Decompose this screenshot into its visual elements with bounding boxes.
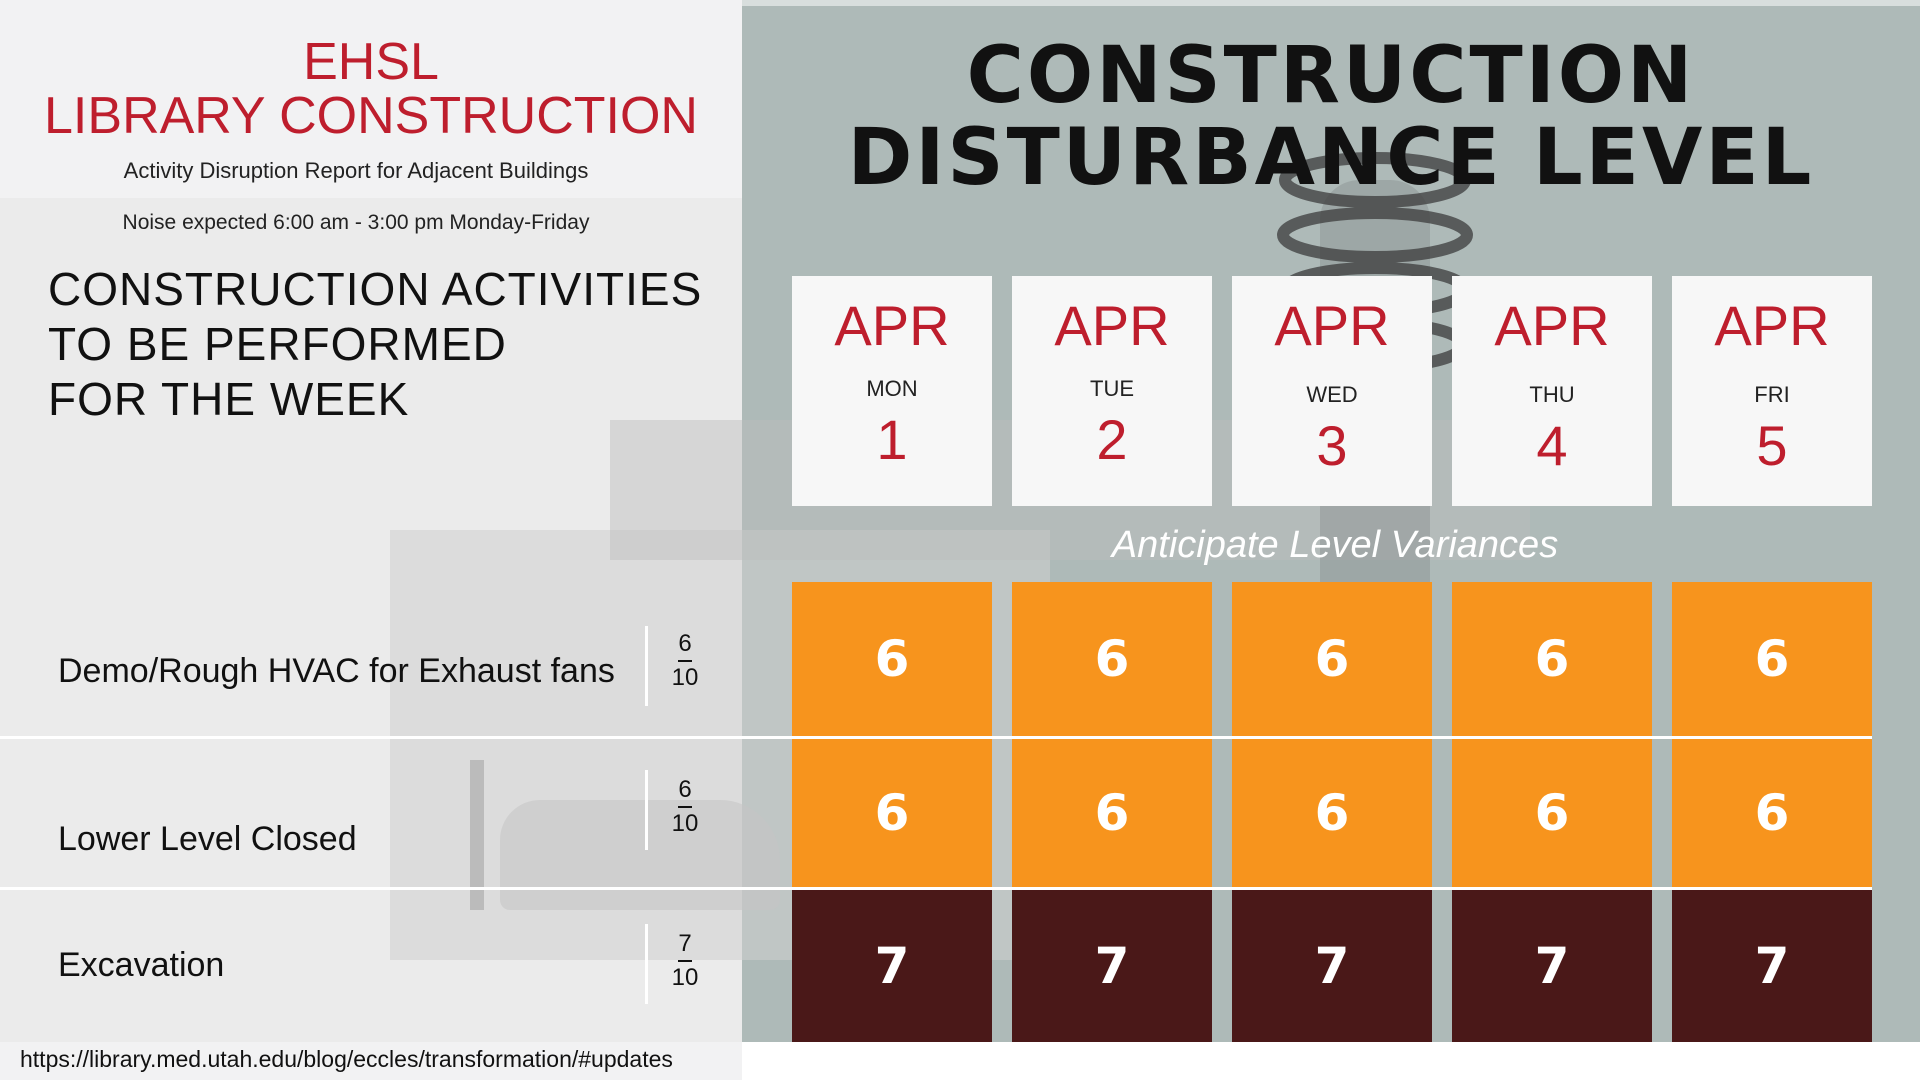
page-title: CONSTRUCTION	[966, 31, 1696, 121]
date-weekday: TUE	[1090, 376, 1134, 401]
activity-label: Lower Level Closed	[58, 820, 357, 858]
date-weekday: FRI	[1754, 382, 1790, 407]
activity-level: 6	[678, 776, 692, 803]
brand-title: EHSL	[303, 33, 439, 91]
level-cell: 6	[1232, 739, 1432, 887]
date-weekday: THU	[1529, 382, 1575, 407]
activities-heading-line: CONSTRUCTION ACTIVITIES	[48, 263, 703, 315]
date-number: 2	[1096, 408, 1128, 471]
level-cell: 6	[1012, 739, 1212, 887]
date-card-thu: APR THU 4	[1452, 276, 1652, 506]
level-cell: 6	[1672, 582, 1872, 736]
row-divider	[0, 887, 1872, 890]
bottom-strip	[742, 1042, 1920, 1080]
level-cell: 7	[1012, 890, 1212, 1042]
date-number: 5	[1756, 414, 1788, 477]
report-subtitle: Activity Disruption Report for Adjacent …	[123, 158, 589, 183]
activities-heading-line: TO BE PERFORMED	[48, 318, 507, 370]
date-month: APR	[1054, 294, 1170, 357]
activity-scale: 10	[671, 810, 699, 837]
date-month: APR	[834, 294, 950, 357]
level-cell: 6	[792, 739, 992, 887]
divider	[645, 626, 648, 706]
divider	[645, 770, 648, 850]
header-panel	[0, 0, 742, 198]
variance-note: Anticipate Level Variances	[1111, 524, 1559, 566]
date-card-fri: APR FRI 5	[1672, 276, 1872, 506]
activities-heading: CONSTRUCTION ACTIVITIES TO BE PERFORMED …	[48, 262, 728, 427]
date-weekday: MON	[866, 376, 918, 401]
activity-label: Demo/Rough HVAC for Exhaust fans	[58, 652, 615, 690]
row-divider	[0, 736, 1872, 739]
date-month: APR	[1714, 294, 1830, 357]
activity-level: 7	[678, 930, 692, 957]
date-card-mon: APR MON 1	[792, 276, 992, 506]
date-number: 3	[1316, 414, 1348, 477]
level-cell: 6	[1232, 582, 1432, 736]
level-cell: 7	[1232, 890, 1432, 1042]
date-number: 4	[1536, 414, 1568, 477]
page-title-line2: DISTURBANCE LEVEL	[847, 113, 1815, 203]
activity-level-fraction: 6 10	[662, 632, 708, 690]
divider	[645, 924, 648, 1004]
activity-label: Excavation	[58, 946, 225, 984]
activity-level-fraction: 6 10	[662, 778, 708, 836]
level-cell: 7	[1672, 890, 1872, 1042]
activities-heading-line: FOR THE WEEK	[48, 373, 410, 425]
date-month: APR	[1494, 294, 1610, 357]
date-weekday: WED	[1306, 382, 1358, 407]
footer-strip	[0, 1042, 742, 1080]
fraction-bar	[678, 660, 692, 662]
date-month: APR	[1274, 294, 1390, 357]
car-image	[500, 800, 780, 910]
level-cell: 7	[1452, 890, 1652, 1042]
shock-absorber-image	[470, 760, 484, 910]
level-cell: 6	[1672, 739, 1872, 887]
activity-level: 6	[678, 630, 692, 657]
level-cell: 7	[792, 890, 992, 1042]
fraction-bar	[678, 806, 692, 808]
activity-scale: 10	[671, 964, 699, 991]
date-number: 1	[876, 408, 908, 471]
level-cell: 6	[1012, 582, 1212, 736]
level-cell: 6	[792, 582, 992, 736]
noise-hours: Noise expected 6:00 am - 3:00 pm Monday-…	[122, 211, 590, 234]
fraction-bar	[678, 960, 692, 962]
level-cell: 6	[1452, 739, 1652, 887]
date-card-tue: APR TUE 2	[1012, 276, 1212, 506]
activity-scale: 10	[671, 664, 699, 691]
level-cell: 6	[1452, 582, 1652, 736]
date-card-wed: APR WED 3	[1232, 276, 1432, 506]
brand-subtitle: LIBRARY CONSTRUCTION	[44, 87, 698, 145]
footer-url: https://library.med.utah.edu/blog/eccles…	[20, 1046, 673, 1072]
activity-level-fraction: 7 10	[662, 932, 708, 990]
top-strip	[742, 0, 1920, 6]
